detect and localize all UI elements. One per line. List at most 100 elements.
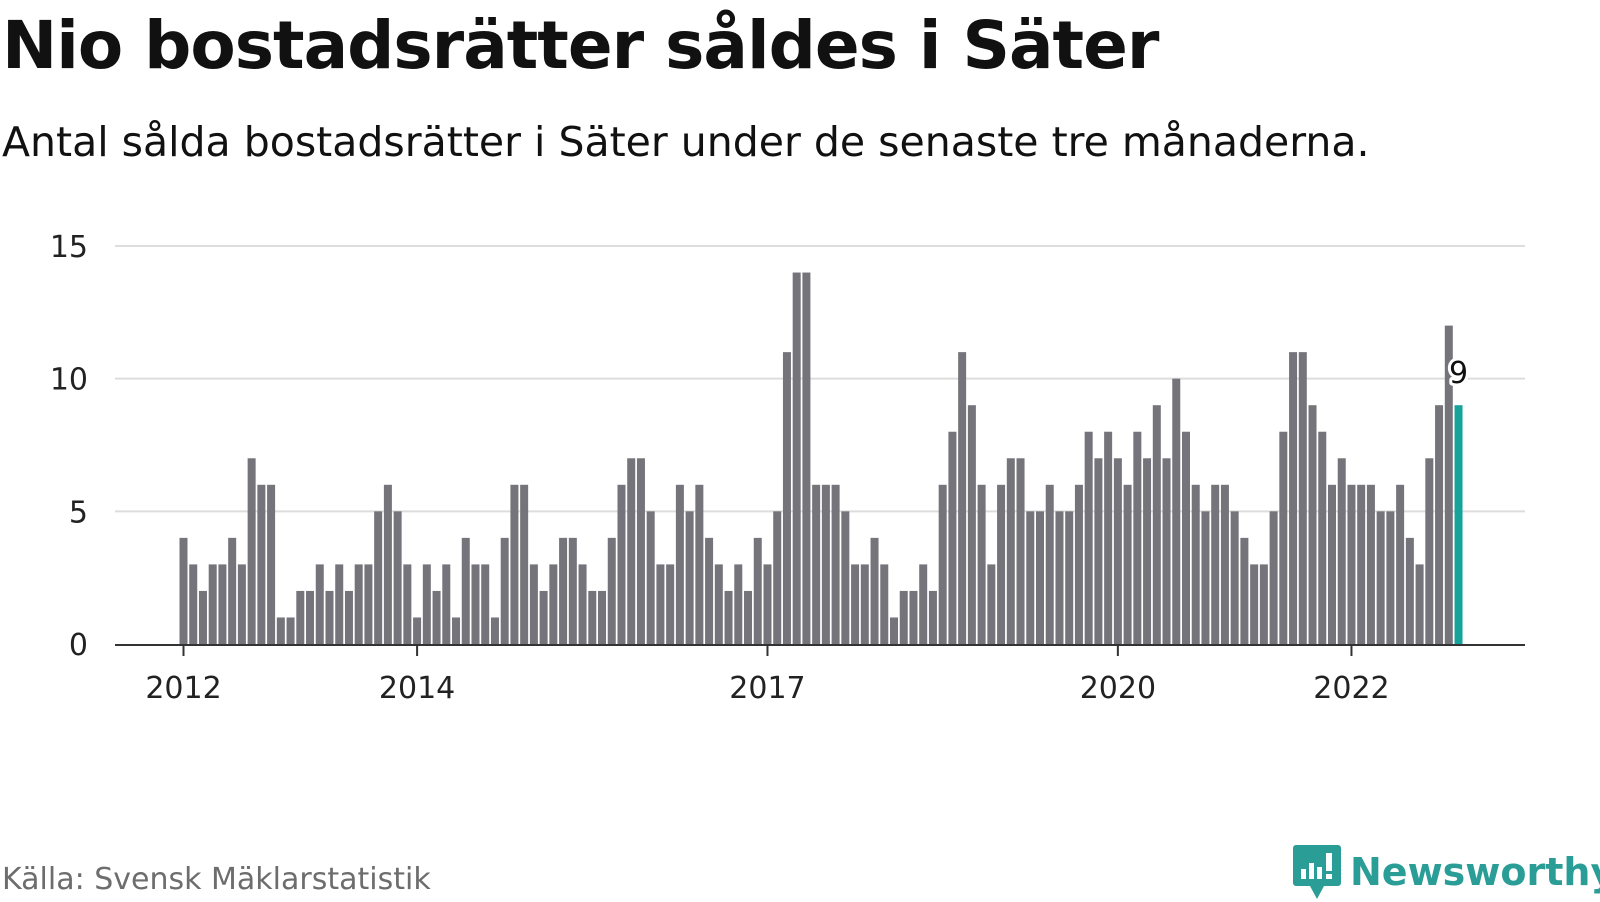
bar-chart: 0 5 10 15 2012 2014 2017 2020 2022 9 xyxy=(50,230,1525,706)
bar xyxy=(714,564,723,644)
bar xyxy=(1026,511,1035,644)
bar xyxy=(1016,458,1025,644)
bar xyxy=(267,484,276,644)
source-note: Källa: Svensk Mäklarstatistik xyxy=(2,862,431,897)
bar xyxy=(1220,484,1229,644)
chart-title: Nio bostadsrätter såldes i Säter xyxy=(2,7,1159,84)
bar xyxy=(1162,458,1171,644)
bar xyxy=(1094,458,1103,644)
annotations: 9 xyxy=(1446,353,1471,394)
bar xyxy=(1211,484,1220,644)
highlight-value-label: 9 xyxy=(1449,356,1468,391)
bar xyxy=(675,484,684,644)
bar xyxy=(422,564,431,644)
bar xyxy=(1036,511,1045,644)
bar xyxy=(461,537,470,644)
bar xyxy=(1259,564,1268,644)
bar xyxy=(812,484,821,644)
bar xyxy=(636,458,645,644)
bar xyxy=(568,537,577,644)
x-tick-label: 2020 xyxy=(1080,671,1156,706)
x-axis-ticks: 2012 2014 2017 2020 2022 xyxy=(145,645,1390,706)
bar xyxy=(481,564,490,644)
bar xyxy=(510,484,519,644)
bar xyxy=(1435,405,1444,644)
bar xyxy=(773,511,782,644)
bar xyxy=(666,564,675,644)
bar xyxy=(1250,564,1259,644)
bar xyxy=(792,272,801,644)
bars xyxy=(179,272,1463,644)
bar xyxy=(237,564,246,644)
bar xyxy=(393,511,402,644)
bar xyxy=(208,564,217,644)
y-tick-label: 10 xyxy=(50,363,88,398)
bar xyxy=(1444,325,1453,644)
bar xyxy=(1279,431,1288,644)
bar xyxy=(880,564,889,644)
bar xyxy=(977,484,986,644)
bar xyxy=(189,564,198,644)
bar xyxy=(1376,511,1385,644)
bar xyxy=(967,405,976,644)
bar xyxy=(1172,378,1181,644)
bar xyxy=(276,617,285,644)
bar xyxy=(1327,484,1336,644)
bar xyxy=(1181,431,1190,644)
bar xyxy=(1357,484,1366,644)
bar xyxy=(909,590,918,644)
bar xyxy=(1006,458,1015,644)
x-tick-label: 2012 xyxy=(145,671,221,706)
bar xyxy=(1104,431,1113,644)
bar xyxy=(1318,431,1327,644)
bar xyxy=(821,484,830,644)
bar xyxy=(520,484,529,644)
bar xyxy=(948,431,957,644)
bar xyxy=(1084,431,1093,644)
bar xyxy=(627,458,636,644)
brand-name: Newsworthy xyxy=(1350,850,1600,894)
bar xyxy=(860,564,869,644)
bar xyxy=(831,484,840,644)
bar xyxy=(1240,537,1249,644)
bar xyxy=(1113,458,1122,644)
x-tick-label: 2022 xyxy=(1313,671,1389,706)
bar xyxy=(490,617,499,644)
bar xyxy=(1415,564,1424,644)
bar xyxy=(1396,484,1405,644)
brand-logo[interactable]: Newsworthy xyxy=(1292,842,1600,902)
y-tick-label: 5 xyxy=(69,495,88,530)
y-tick-label: 0 xyxy=(69,628,88,663)
bar xyxy=(442,564,451,644)
bar xyxy=(315,564,324,644)
bar xyxy=(1425,458,1434,644)
bar xyxy=(1152,405,1161,644)
bar xyxy=(1201,511,1210,644)
bar xyxy=(383,484,392,644)
bar xyxy=(763,564,772,644)
bar xyxy=(782,352,791,644)
bar xyxy=(997,484,1006,644)
bar xyxy=(841,511,850,644)
bar xyxy=(286,617,295,644)
bar xyxy=(1143,458,1152,644)
bar xyxy=(1045,484,1054,644)
bar xyxy=(296,590,305,644)
y-axis-ticks: 0 5 10 15 xyxy=(50,230,88,663)
bar xyxy=(724,590,733,644)
bar xyxy=(257,484,266,644)
bar xyxy=(588,590,597,644)
bar xyxy=(344,590,353,644)
bar xyxy=(1298,352,1307,644)
bar xyxy=(705,537,714,644)
bar xyxy=(1289,352,1298,644)
bar xyxy=(179,537,188,644)
bar xyxy=(500,537,509,644)
bar xyxy=(529,564,538,644)
newsworthy-logo-icon xyxy=(1293,845,1341,899)
bar xyxy=(452,617,461,644)
bar xyxy=(549,564,558,644)
bar xyxy=(646,511,655,644)
bar xyxy=(607,537,616,644)
bar xyxy=(335,564,344,644)
